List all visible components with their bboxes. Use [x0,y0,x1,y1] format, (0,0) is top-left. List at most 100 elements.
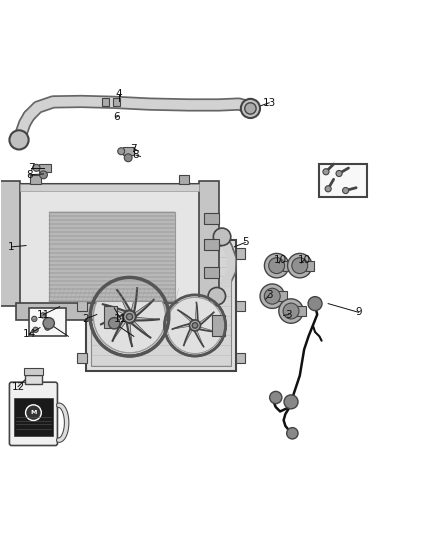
Bar [199,181,219,306]
Circle shape [284,395,298,409]
Text: 4: 4 [115,89,122,99]
Bar [212,314,225,336]
Circle shape [90,277,169,356]
Circle shape [241,99,260,118]
Circle shape [33,327,38,333]
Text: 14: 14 [22,329,36,339]
Circle shape [123,310,136,323]
Circle shape [213,228,231,246]
Circle shape [208,287,226,305]
Text: 2: 2 [82,314,89,324]
Bar [86,240,237,372]
Circle shape [245,103,256,114]
Text: 8: 8 [26,170,32,180]
Circle shape [40,313,46,318]
Bar [77,248,87,259]
Text: 12: 12 [11,382,25,392]
Polygon shape [130,317,150,337]
FancyBboxPatch shape [10,382,57,446]
Bar [24,368,43,375]
Text: 5: 5 [242,238,248,247]
Bar [102,98,109,106]
Text: 10: 10 [297,255,311,265]
Polygon shape [195,303,198,326]
Circle shape [33,164,40,171]
Polygon shape [178,310,195,326]
Bar [283,261,291,271]
Text: M: M [30,410,37,415]
Circle shape [308,297,322,311]
Bar [236,301,245,311]
Polygon shape [130,317,159,320]
Text: 10: 10 [274,255,287,265]
Text: 7: 7 [28,163,35,173]
Text: 3: 3 [266,290,272,300]
Bar [236,353,245,364]
Circle shape [292,257,308,273]
Circle shape [45,325,50,330]
Polygon shape [195,326,217,332]
Polygon shape [195,312,214,326]
Text: 11: 11 [37,310,50,319]
Circle shape [43,318,54,329]
Bar [306,261,314,271]
Bar [91,246,231,366]
Polygon shape [130,300,154,317]
Polygon shape [127,317,132,346]
Text: 13: 13 [263,98,276,108]
Polygon shape [117,290,131,317]
Bar [16,303,204,320]
Circle shape [126,313,133,320]
Circle shape [167,297,223,353]
Circle shape [39,171,47,179]
Circle shape [336,171,342,176]
Circle shape [325,185,331,192]
Polygon shape [184,326,195,345]
Bar [77,353,87,364]
Circle shape [93,280,166,353]
Text: 6: 6 [113,112,120,122]
Polygon shape [173,324,195,329]
Polygon shape [103,304,130,317]
Bar [30,175,41,183]
Bar [297,306,306,316]
Circle shape [270,391,282,403]
Bar [204,268,219,278]
Bar [0,181,20,306]
Bar [279,292,287,301]
Bar [14,398,53,436]
Circle shape [343,188,349,193]
Bar [113,98,120,106]
Text: 7: 7 [131,143,137,154]
Text: 9: 9 [355,308,362,317]
Circle shape [109,318,120,329]
Circle shape [118,148,125,155]
Text: 11: 11 [114,314,127,324]
Bar [123,147,134,155]
Bar [29,308,66,336]
Bar [20,184,199,191]
Circle shape [124,154,132,161]
Polygon shape [130,288,137,317]
Circle shape [190,320,201,331]
Circle shape [164,295,226,356]
Text: 1: 1 [8,242,15,252]
Bar [179,175,189,183]
Bar [49,212,175,302]
Circle shape [25,405,41,421]
Circle shape [265,253,289,278]
Circle shape [288,253,312,278]
Circle shape [287,427,298,439]
Circle shape [283,303,299,319]
Circle shape [268,257,285,273]
Polygon shape [113,317,130,341]
Polygon shape [101,314,130,325]
Bar [236,248,245,259]
Circle shape [323,169,329,175]
Bar [18,183,201,304]
Polygon shape [194,326,204,346]
Text: 8: 8 [133,150,139,160]
Bar [319,164,367,197]
Bar [25,375,42,384]
Circle shape [264,288,280,304]
